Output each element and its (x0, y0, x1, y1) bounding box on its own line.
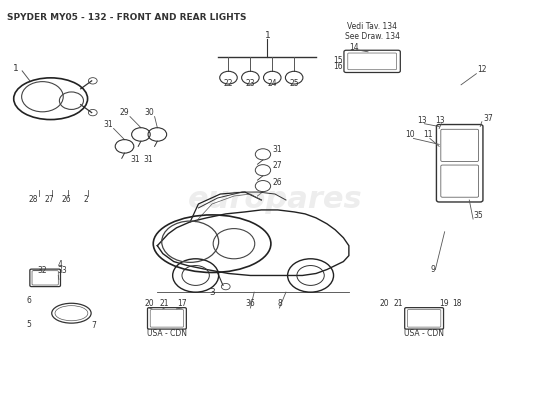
Text: 16: 16 (333, 62, 343, 71)
Text: 20: 20 (144, 300, 154, 308)
Text: 33: 33 (58, 266, 68, 276)
Text: 31: 31 (272, 144, 282, 154)
Text: 13: 13 (417, 116, 427, 124)
Text: SPYDER MY05 - 132 - FRONT AND REAR LIGHTS: SPYDER MY05 - 132 - FRONT AND REAR LIGHT… (7, 13, 246, 22)
Text: 31: 31 (103, 120, 113, 128)
Text: 6: 6 (26, 296, 31, 305)
Text: 23: 23 (245, 79, 255, 88)
Text: 24: 24 (267, 79, 277, 88)
Text: 21: 21 (160, 300, 169, 308)
Text: 26: 26 (272, 178, 282, 187)
Text: 37: 37 (483, 114, 493, 122)
Text: 8: 8 (277, 300, 282, 308)
Text: 1: 1 (13, 64, 19, 73)
Text: 22: 22 (224, 79, 233, 88)
Text: 2: 2 (84, 195, 89, 204)
Text: 10: 10 (405, 130, 415, 139)
Text: 31: 31 (131, 155, 140, 164)
Text: 21: 21 (394, 300, 403, 308)
Text: 4: 4 (58, 260, 63, 269)
Text: europares: europares (188, 186, 362, 214)
Text: 29: 29 (120, 108, 129, 116)
Text: Vedi Tav. 134
See Draw. 134: Vedi Tav. 134 See Draw. 134 (345, 22, 400, 41)
Text: 14: 14 (349, 43, 359, 52)
Text: 13: 13 (436, 116, 445, 124)
Text: 27: 27 (272, 161, 282, 170)
Text: USA - CDN: USA - CDN (147, 329, 186, 338)
Text: 1: 1 (265, 31, 271, 40)
Text: 20: 20 (379, 300, 389, 308)
Text: 15: 15 (333, 56, 343, 65)
Text: 11: 11 (423, 130, 432, 139)
Text: 9: 9 (431, 264, 436, 274)
Text: 30: 30 (144, 108, 154, 116)
Text: 27: 27 (45, 195, 54, 204)
Text: 35: 35 (473, 211, 483, 220)
Text: 3: 3 (209, 288, 215, 296)
Text: 18: 18 (452, 300, 461, 308)
Text: 36: 36 (245, 300, 255, 308)
Text: 28: 28 (29, 195, 38, 204)
Text: 19: 19 (439, 300, 448, 308)
Text: 31: 31 (143, 155, 153, 164)
Text: 26: 26 (61, 195, 71, 204)
Text: 5: 5 (26, 320, 31, 329)
Text: 25: 25 (289, 79, 299, 88)
Text: 32: 32 (37, 266, 47, 276)
Text: 12: 12 (477, 65, 487, 74)
Text: USA - CDN: USA - CDN (404, 329, 444, 338)
Text: 7: 7 (92, 321, 97, 330)
Text: 17: 17 (177, 300, 187, 308)
